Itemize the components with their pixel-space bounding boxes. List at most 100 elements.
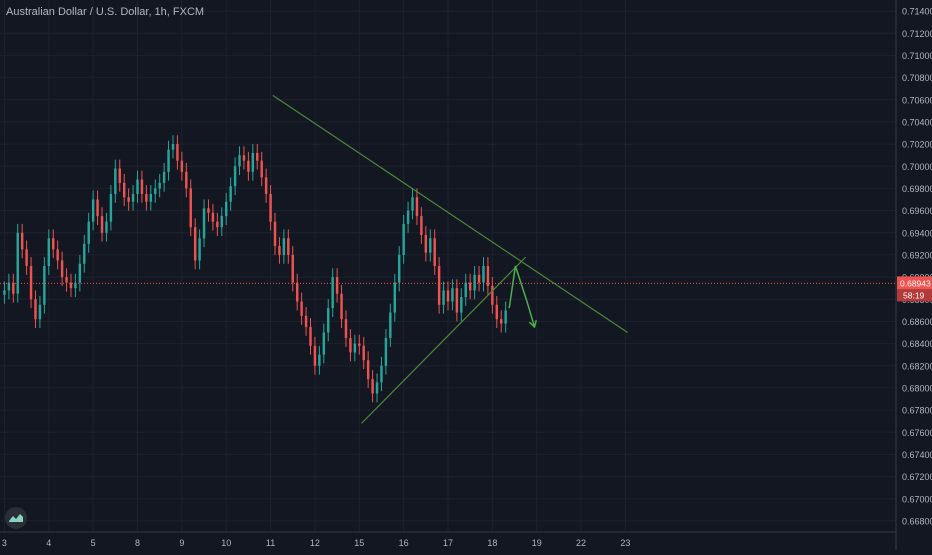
candle-body: [238, 155, 241, 167]
candle-body: [145, 193, 148, 202]
candle-body: [464, 282, 467, 298]
candle-body: [366, 360, 370, 380]
time-tick-label: 16: [399, 538, 409, 548]
time-tick-label: 12: [310, 538, 320, 548]
candle-body: [34, 299, 37, 320]
candle-body: [331, 277, 334, 309]
candle-body: [282, 238, 286, 255]
candle-body: [300, 301, 303, 316]
candle-body: [437, 266, 441, 305]
price-tick-label: 0.71400: [902, 7, 932, 17]
candle-body: [60, 260, 64, 278]
candle-body: [397, 254, 401, 283]
price-tick-label: 0.70400: [902, 117, 932, 127]
candle-body: [202, 208, 206, 239]
candle-body: [291, 254, 294, 283]
candle-body: [158, 182, 161, 189]
candle-body: [74, 282, 77, 289]
candle-body: [375, 382, 379, 394]
price-tick-label: 0.67600: [902, 428, 932, 438]
candle-body: [295, 282, 299, 302]
candle-body: [442, 290, 445, 305]
candle-body: [105, 221, 108, 233]
candle-body: [491, 285, 494, 305]
candle-body: [87, 221, 90, 244]
candle-body: [260, 160, 263, 178]
candle-body: [322, 332, 326, 355]
candle-body: [149, 193, 153, 202]
price-tick-label: 0.70600: [902, 95, 932, 105]
time-tick-label: 17: [443, 538, 453, 548]
candle-body: [504, 310, 507, 324]
candle-body: [460, 297, 463, 313]
candle-body: [140, 179, 144, 194]
price-tick-label: 0.67400: [902, 450, 932, 460]
candle-body: [309, 326, 312, 346]
price-tick-label: 0.69800: [902, 184, 932, 194]
candle-body: [100, 216, 104, 233]
price-tick-label: 0.67800: [902, 406, 932, 416]
candle-body: [362, 345, 365, 361]
candle-body: [52, 238, 55, 250]
candle-body: [114, 168, 117, 194]
price-tick-label: 0.71200: [902, 29, 932, 39]
candle-body: [393, 282, 396, 313]
candle-body: [269, 193, 272, 222]
candle-body: [242, 155, 246, 161]
time-tick-label: 18: [487, 538, 497, 548]
tradingview-logo-icon[interactable]: [5, 507, 27, 529]
candle-body: [420, 216, 423, 235]
time-tick-label: 15: [354, 538, 364, 548]
candle-body: [229, 186, 232, 202]
candle-body: [313, 345, 317, 366]
time-tick-label: 23: [620, 538, 630, 548]
candle-body: [43, 266, 46, 305]
countdown-label: 58:19: [903, 290, 925, 300]
candle-body: [344, 319, 348, 339]
time-tick-label: 22: [576, 538, 586, 548]
candle-body: [47, 238, 51, 266]
candle-body: [455, 288, 459, 313]
candle-body: [91, 199, 95, 222]
candle-body: [424, 234, 428, 253]
projection-path[interactable]: [508, 265, 536, 328]
candle-body: [264, 177, 268, 194]
candle-body: [278, 246, 281, 255]
time-tick-label: 4: [46, 538, 51, 548]
candle-body: [406, 210, 410, 224]
price-tick-label: 0.70000: [902, 162, 932, 172]
candle-body: [433, 238, 436, 266]
candle-body: [29, 266, 33, 300]
descending-trendline[interactable]: [272, 94, 628, 333]
candle-body: [180, 160, 184, 172]
candle-body: [429, 238, 432, 253]
candle-body: [78, 263, 82, 283]
candle-body: [251, 152, 255, 172]
candle-body: [327, 308, 330, 333]
price-tick-label: 0.69400: [902, 228, 932, 238]
price-tick-label: 0.69200: [902, 250, 932, 260]
ascending-trendline[interactable]: [361, 256, 527, 424]
price-tick-label: 0.66800: [902, 516, 932, 526]
candle-body: [127, 197, 130, 202]
candle-body: [468, 282, 472, 291]
candle-body: [384, 338, 388, 366]
candle-body: [233, 166, 237, 187]
candle-body: [193, 227, 197, 261]
price-tick-label: 0.67000: [902, 494, 932, 504]
candle-body: [495, 304, 499, 320]
candle-body: [353, 343, 357, 353]
candle-body: [411, 197, 414, 211]
candle-body: [176, 144, 179, 161]
price-tick-label: 0.68000: [902, 383, 932, 393]
candle-body: [136, 179, 139, 194]
candle-body: [451, 288, 454, 302]
candle-body: [304, 315, 308, 327]
price-tick-label: 0.67200: [902, 472, 932, 482]
candle-body: [118, 168, 121, 183]
candle-body: [56, 249, 59, 261]
candle-body: [389, 312, 392, 339]
candle-body: [96, 199, 99, 217]
